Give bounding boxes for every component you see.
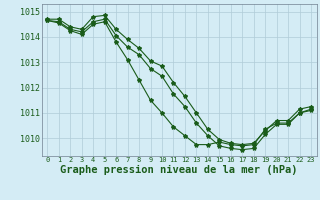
X-axis label: Graphe pression niveau de la mer (hPa): Graphe pression niveau de la mer (hPa) [60, 165, 298, 175]
